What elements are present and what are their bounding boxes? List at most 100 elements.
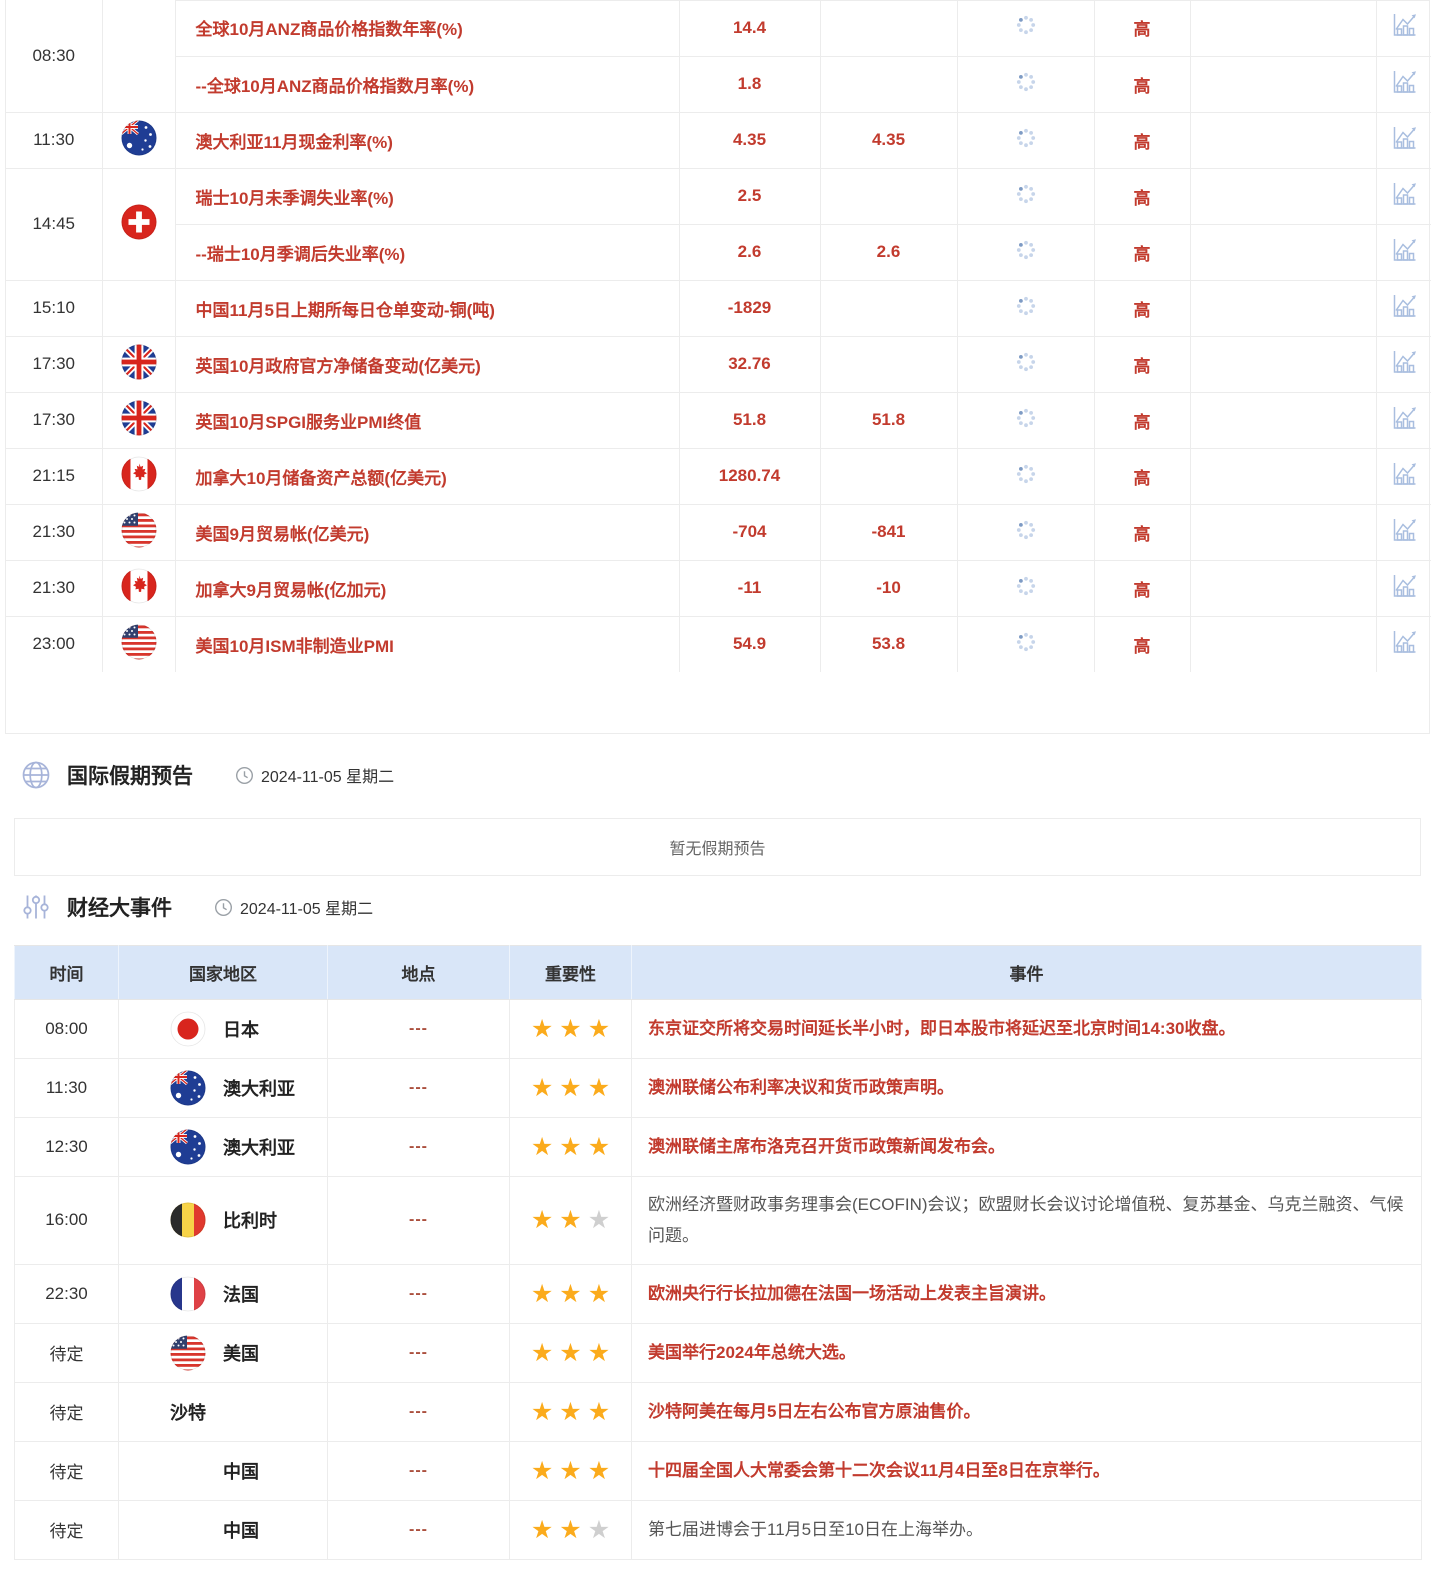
previous-value-cell	[956, 447, 1095, 505]
previous-value-cell	[956, 0, 1095, 57]
indicator-name[interactable]: --瑞士10月季调后失业率(%)	[174, 223, 680, 281]
chart-link-icon[interactable]	[1389, 350, 1419, 381]
chart-cell	[1375, 111, 1432, 169]
importance-stars: ★ ★ ★	[509, 1263, 632, 1324]
chart-link-icon[interactable]	[1389, 630, 1419, 661]
indicator-name[interactable]: --全球10月ANZ商品价格指数月率(%)	[174, 55, 680, 113]
previous-value-cell	[956, 111, 1095, 169]
indicator-name[interactable]: 加拿大9月贸易帐(亿加元)	[174, 559, 680, 617]
uk-flag-icon	[101, 335, 176, 393]
eco-row: 21:30 加拿大9月贸易帐(亿加元) -11 -10 高	[5, 559, 1432, 617]
loading-spinner-icon	[1015, 240, 1037, 265]
forecast-value	[819, 279, 958, 337]
empty-cell	[1189, 447, 1377, 505]
actual-value: 4.35	[678, 111, 821, 169]
actual-value: 2.5	[678, 167, 821, 225]
star-filled-icon: ★	[530, 1074, 554, 1102]
indicator-name[interactable]: 英国10月政府官方净储备变动(亿美元)	[174, 335, 680, 393]
indicator-name[interactable]: 全球10月ANZ商品价格指数年率(%)	[174, 0, 680, 57]
chart-link-icon[interactable]	[1389, 126, 1419, 157]
previous-value-cell	[956, 167, 1095, 225]
star-filled-icon: ★	[530, 1279, 554, 1308]
indicator-name[interactable]: 瑞士10月未季调失业率(%)	[174, 167, 680, 225]
importance-badge: 高	[1093, 223, 1191, 281]
events-table: 时间 国家地区 地点 重要性 事件 08:00 日本 --- ★ ★ ★ 东京证交所将交易时间延长半…	[14, 945, 1422, 1560]
empty-cell	[1189, 223, 1377, 281]
country-cell: 比利时	[118, 1176, 328, 1265]
event-text: 十四届全国人大常委会第十二次会议11月4日至8日在京举行。	[648, 1461, 1110, 1481]
forecast-value	[819, 335, 958, 393]
empty-cell	[1189, 167, 1377, 225]
loading-spinner-icon	[1015, 72, 1037, 97]
importance-stars: ★ ★ ★	[509, 1381, 632, 1442]
release-time: 08:30	[5, 0, 103, 113]
chart-link-icon[interactable]	[1389, 462, 1419, 493]
event-text: 沙特阿美在每月5日左右公布官方原油售价。	[648, 1402, 981, 1422]
chart-link-icon[interactable]	[1389, 238, 1419, 269]
empty-cell	[1189, 0, 1377, 57]
eco-row: 21:15 加拿大10月储备资产总额(亿美元) 1280.74 高	[5, 447, 1432, 505]
country-name: 日本	[223, 1020, 259, 1040]
eco-row: --全球10月ANZ商品价格指数月率(%) 1.8 高	[6, 55, 1432, 113]
chart-link-icon[interactable]	[1389, 574, 1419, 605]
indicator-name[interactable]: 加拿大10月储备资产总额(亿美元)	[174, 447, 680, 505]
chart-cell	[1375, 615, 1432, 673]
star-filled-icon: ★	[530, 1338, 554, 1367]
event-cell: 东京证交所将交易时间延长半小时，即日本股市将延迟至北京时间14:30收盘。	[631, 999, 1422, 1059]
chart-link-icon[interactable]	[1389, 518, 1419, 549]
star-filled-icon: ★	[587, 1456, 611, 1485]
holiday-section-title: 国际假期预告	[67, 765, 193, 788]
australia-flag-icon	[170, 1070, 206, 1106]
previous-value-cell	[956, 335, 1095, 393]
forecast-value: 2.6	[819, 223, 958, 281]
event-text: 澳洲联储主席布洛克召开货币政策新闻发布会。	[648, 1137, 1005, 1157]
country-name: 澳大利亚	[223, 1138, 295, 1158]
event-time: 22:30	[14, 1263, 119, 1324]
loading-spinner-icon	[1015, 632, 1037, 657]
chart-link-icon[interactable]	[1389, 70, 1419, 101]
importance-stars: ★ ★ ★	[509, 1499, 632, 1560]
star-filled-icon: ★	[559, 1015, 582, 1043]
importance-badge: 高	[1093, 279, 1191, 337]
indicator-name[interactable]: 澳大利亚11月现金利率(%)	[174, 111, 680, 169]
event-cell: 沙特阿美在每月5日左右公布官方原油售价。	[631, 1381, 1422, 1442]
event-cell: 第七届进博会于11月5日至10日在上海举办。	[631, 1499, 1422, 1560]
forecast-value	[819, 55, 958, 113]
flag-cell-empty	[101, 279, 176, 337]
event-time: 待定	[14, 1381, 119, 1442]
column-header: 重要性	[509, 945, 632, 1000]
forecast-value: -10	[819, 559, 958, 617]
star-filled-icon: ★	[559, 1133, 582, 1161]
indicator-name[interactable]: 美国9月贸易帐(亿美元)	[174, 503, 680, 561]
country-name: 中国	[223, 1520, 259, 1541]
release-time: 15:10	[5, 279, 103, 337]
chart-link-icon[interactable]	[1389, 294, 1419, 325]
event-row: 待定 美国 --- ★ ★ ★ 美国举行2024年总统大选。	[14, 1322, 1422, 1383]
actual-value: -704	[678, 503, 821, 561]
column-header: 时间	[14, 945, 119, 1000]
star-filled-icon: ★	[559, 1279, 582, 1308]
sliders-icon	[20, 891, 52, 923]
star-filled-icon: ★	[530, 1133, 554, 1161]
star-filled-icon: ★	[530, 1206, 554, 1235]
chart-link-icon[interactable]	[1389, 406, 1419, 437]
release-time: 21:15	[5, 447, 103, 505]
eco-row: 17:30 英国10月SPGI服务业PMI终值 51.8 51.8 高	[5, 391, 1432, 449]
event-time: 待定	[14, 1322, 119, 1383]
release-time: 17:30	[5, 335, 103, 393]
indicator-name[interactable]: 美国10月ISM非制造业PMI	[174, 615, 680, 673]
release-time: 14:45	[5, 167, 103, 281]
indicator-name[interactable]: 中国11月5日上期所每日仓单变动-铜(吨)	[174, 279, 680, 337]
star-filled-icon: ★	[559, 1074, 582, 1102]
usa-flag-icon	[101, 615, 176, 673]
chart-link-icon[interactable]	[1389, 14, 1419, 44]
table-footer-space	[6, 672, 1429, 733]
actual-value: -1829	[678, 279, 821, 337]
star-filled-icon: ★	[530, 1456, 554, 1485]
star-filled-icon: ★	[587, 1279, 611, 1308]
chart-link-icon[interactable]	[1389, 182, 1419, 213]
eco-row: 14:45 瑞士10月未季调失业率(%) 2.5 高	[5, 167, 1432, 281]
release-time: 11:30	[5, 111, 103, 169]
indicator-name[interactable]: 英国10月SPGI服务业PMI终值	[174, 391, 680, 449]
importance-stars: ★ ★ ★	[509, 999, 632, 1059]
